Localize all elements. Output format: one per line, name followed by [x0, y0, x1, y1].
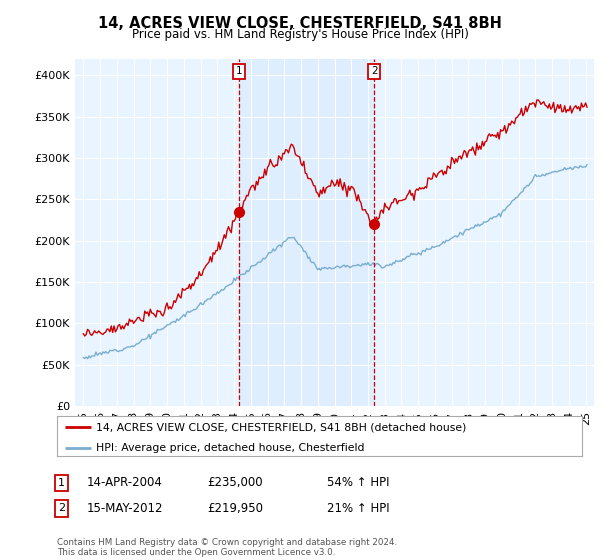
Text: 2: 2 [371, 66, 377, 76]
Text: £219,950: £219,950 [207, 502, 263, 515]
Text: 21% ↑ HPI: 21% ↑ HPI [327, 502, 389, 515]
Bar [239, 59, 374, 406]
Text: 14, ACRES VIEW CLOSE, CHESTERFIELD, S41 8BH (detached house): 14, ACRES VIEW CLOSE, CHESTERFIELD, S41 … [97, 422, 467, 432]
Text: 1: 1 [58, 478, 65, 488]
Text: £235,000: £235,000 [207, 476, 263, 489]
Text: 14, ACRES VIEW CLOSE, CHESTERFIELD, S41 8BH: 14, ACRES VIEW CLOSE, CHESTERFIELD, S41 … [98, 16, 502, 31]
Text: 1: 1 [236, 66, 242, 76]
Text: 14-APR-2004: 14-APR-2004 [87, 476, 163, 489]
Text: 15-MAY-2012: 15-MAY-2012 [87, 502, 163, 515]
Text: Contains HM Land Registry data © Crown copyright and database right 2024.
This d: Contains HM Land Registry data © Crown c… [57, 538, 397, 557]
Text: Price paid vs. HM Land Registry's House Price Index (HPI): Price paid vs. HM Land Registry's House … [131, 28, 469, 41]
Text: HPI: Average price, detached house, Chesterfield: HPI: Average price, detached house, Ches… [97, 442, 365, 452]
Text: 54% ↑ HPI: 54% ↑ HPI [327, 476, 389, 489]
Text: 2: 2 [58, 503, 65, 514]
